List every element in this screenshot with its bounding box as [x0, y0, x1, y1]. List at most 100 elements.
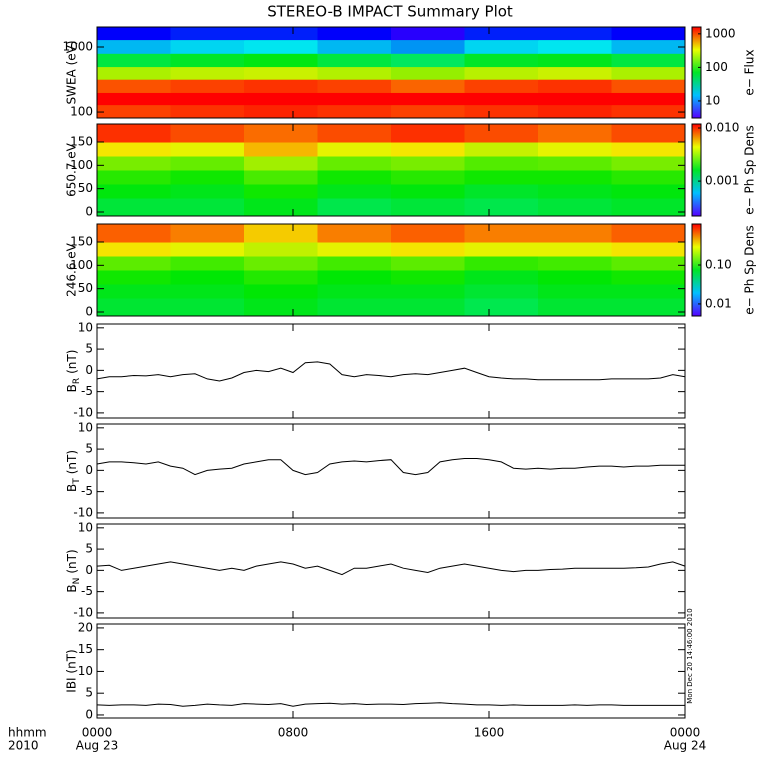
heatmap-cell	[464, 142, 539, 157]
heatmap-cell	[611, 39, 686, 54]
colorbar-tick-label: 0.010	[705, 121, 739, 135]
heatmap-cell	[317, 39, 392, 54]
heatmap-cell	[97, 170, 171, 185]
label-main: B	[65, 484, 79, 492]
y-tick-label: 20	[78, 620, 93, 634]
label-main: B	[65, 584, 79, 592]
y-tick-label: 0	[85, 563, 93, 577]
heatmap-cell	[611, 197, 686, 217]
heatmap-cell	[317, 27, 392, 41]
heatmap-cell	[391, 197, 465, 217]
colorbar	[691, 223, 702, 317]
heatmap-cell	[464, 92, 539, 106]
heatmap-cell	[464, 53, 539, 68]
heatmap-cell	[244, 183, 318, 199]
heatmap-cell	[538, 53, 612, 68]
heatmap-cell	[244, 197, 318, 217]
heatmap-cell	[244, 156, 318, 171]
y-tick-label: -10	[73, 505, 93, 519]
colorbar-label: e− Ph Sp Dens	[743, 225, 757, 314]
heatmap-cell	[611, 66, 686, 80]
heatmap-cell	[611, 79, 686, 93]
heatmap-cell	[538, 224, 612, 243]
heatmap-cell	[170, 283, 245, 299]
heatmap-cell	[170, 270, 245, 285]
y-axis-label: BR (nT)	[65, 350, 82, 393]
heatmap-cell	[97, 256, 171, 271]
y-tick-label: -5	[81, 484, 93, 498]
heatmap-cell	[611, 270, 686, 285]
heatmap-cell	[317, 66, 392, 80]
heatmap-cell	[391, 297, 465, 317]
heatmap-cell	[611, 142, 686, 157]
heatmap-cell	[244, 66, 318, 80]
heatmap-cell	[170, 170, 245, 185]
plot-frame	[96, 123, 686, 217]
y-axis-label: IBI (nT)	[65, 649, 79, 692]
heatmap-cell	[611, 156, 686, 171]
heatmap-cell	[170, 27, 245, 41]
y-tick-label: 5	[85, 542, 93, 556]
y-axis-label: BN (nT)	[65, 549, 82, 592]
colorbar-tick-label: 0.01	[705, 296, 732, 310]
heatmap-cell	[538, 297, 612, 317]
heatmap-cell	[244, 39, 318, 54]
heatmap-cell	[538, 142, 612, 157]
heatmap-cell	[97, 156, 171, 171]
y-tick-label: 5	[85, 442, 93, 456]
heatmap-cell	[611, 183, 686, 199]
heatmap-cell	[317, 156, 392, 171]
y-tick-label: 150	[70, 235, 93, 249]
data-line	[96, 458, 685, 476]
heatmap-cell	[391, 66, 465, 80]
heatmap-cell	[244, 142, 318, 157]
heatmap-cell	[170, 297, 245, 317]
y-axis-label: BT (nT)	[65, 450, 82, 492]
heatmap-cell	[391, 156, 465, 171]
heatmap-cell	[391, 104, 465, 119]
y-tick-label: 10	[78, 520, 93, 534]
heatmap-cell	[170, 156, 245, 171]
heatmap-cell	[244, 270, 318, 285]
heatmap-cell	[611, 224, 686, 243]
plot-frame	[96, 223, 686, 317]
heatmap-cell	[464, 270, 539, 285]
heatmap-cell	[97, 27, 171, 41]
heatmap-cell	[538, 92, 612, 106]
heatmap-cell	[244, 27, 318, 41]
heatmap-cell	[391, 92, 465, 106]
timestamp: Mon Dec 20 14:46:00 2010	[686, 608, 694, 703]
heatmap-cell	[611, 27, 686, 41]
heatmap-cell	[391, 224, 465, 243]
plot-title: STEREO-B IMPACT Summary Plot	[267, 3, 513, 21]
label-main: B	[65, 384, 79, 392]
heatmap-cell	[97, 224, 171, 243]
heatmap-cell	[317, 283, 392, 299]
heatmap-cell	[611, 297, 686, 317]
heatmap-cell	[391, 270, 465, 285]
y-tick-label: 5	[85, 686, 93, 700]
y-tick-label: 10	[78, 420, 93, 434]
y-tick-label: 100	[70, 105, 93, 119]
heatmap-cell	[464, 170, 539, 185]
colorbar	[691, 123, 702, 217]
heatmap-cell	[464, 183, 539, 199]
data-line	[96, 561, 686, 576]
colorbar-tick-label: 10	[705, 93, 720, 107]
heatmap-cell	[317, 242, 392, 257]
label-unit: (nT)	[65, 450, 79, 474]
heatmap-cell	[317, 92, 392, 106]
heatmap-cell	[244, 297, 318, 317]
heatmap-cell	[97, 79, 171, 93]
heatmap-cell	[317, 183, 392, 199]
heatmap-cell	[244, 104, 318, 119]
heatmap-cell	[538, 242, 612, 257]
label-unit: (nT)	[65, 549, 79, 573]
heatmap-cell	[170, 242, 245, 257]
heatmap-cell	[464, 27, 539, 41]
heatmap-cell	[538, 197, 612, 217]
colorbar-label: e− Ph Sp Dens	[743, 125, 757, 214]
heatmap-cell	[170, 66, 245, 80]
y-tick-label: 50	[78, 181, 93, 195]
